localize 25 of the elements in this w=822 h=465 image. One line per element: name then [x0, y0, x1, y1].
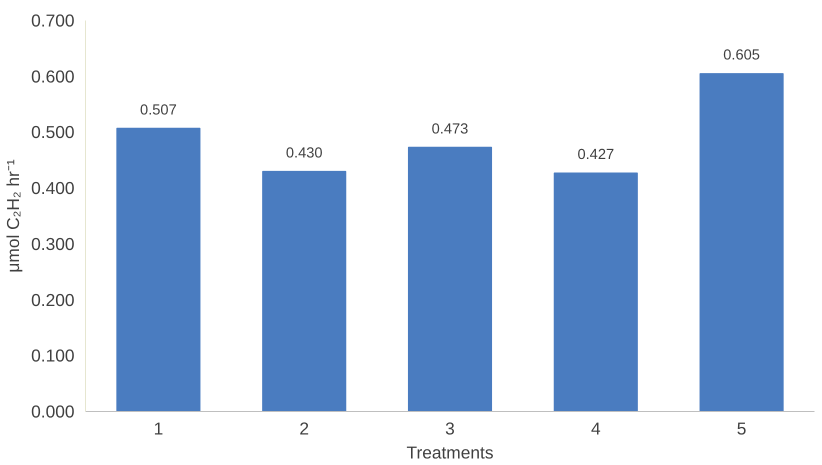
y-tick-label: 0.300: [31, 234, 75, 254]
x-tick-label: 2: [299, 418, 310, 438]
data-label: 0.605: [723, 48, 760, 64]
x-tick-label: 1: [154, 418, 164, 438]
bar: [116, 128, 200, 412]
x-tick-label: 3: [445, 418, 455, 438]
bar: [700, 73, 784, 412]
data-label: 0.427: [577, 146, 614, 163]
x-axis-title: Treatments: [406, 442, 494, 462]
y-tick-label: 0.100: [31, 346, 75, 366]
y-tick-label: 0.000: [31, 402, 75, 422]
data-label: 0.507: [140, 102, 177, 118]
data-label: 0.473: [432, 121, 468, 138]
y-tick-label: 0.700: [31, 10, 75, 30]
x-tick-label: 4: [590, 418, 601, 438]
y-tick-label: 0.400: [31, 178, 75, 198]
bar: [408, 146, 492, 412]
y-tick-label: 0.500: [31, 122, 75, 142]
bar: [262, 170, 346, 412]
data-label: 0.430: [286, 145, 323, 162]
y-tick-label: 0.600: [31, 66, 75, 86]
x-tick-label: 5: [736, 418, 746, 438]
y-tick-label: 0.200: [31, 290, 75, 310]
y-axis-title: μmol C₂H₂ hr⁻¹: [3, 159, 24, 273]
bar: [554, 172, 638, 412]
